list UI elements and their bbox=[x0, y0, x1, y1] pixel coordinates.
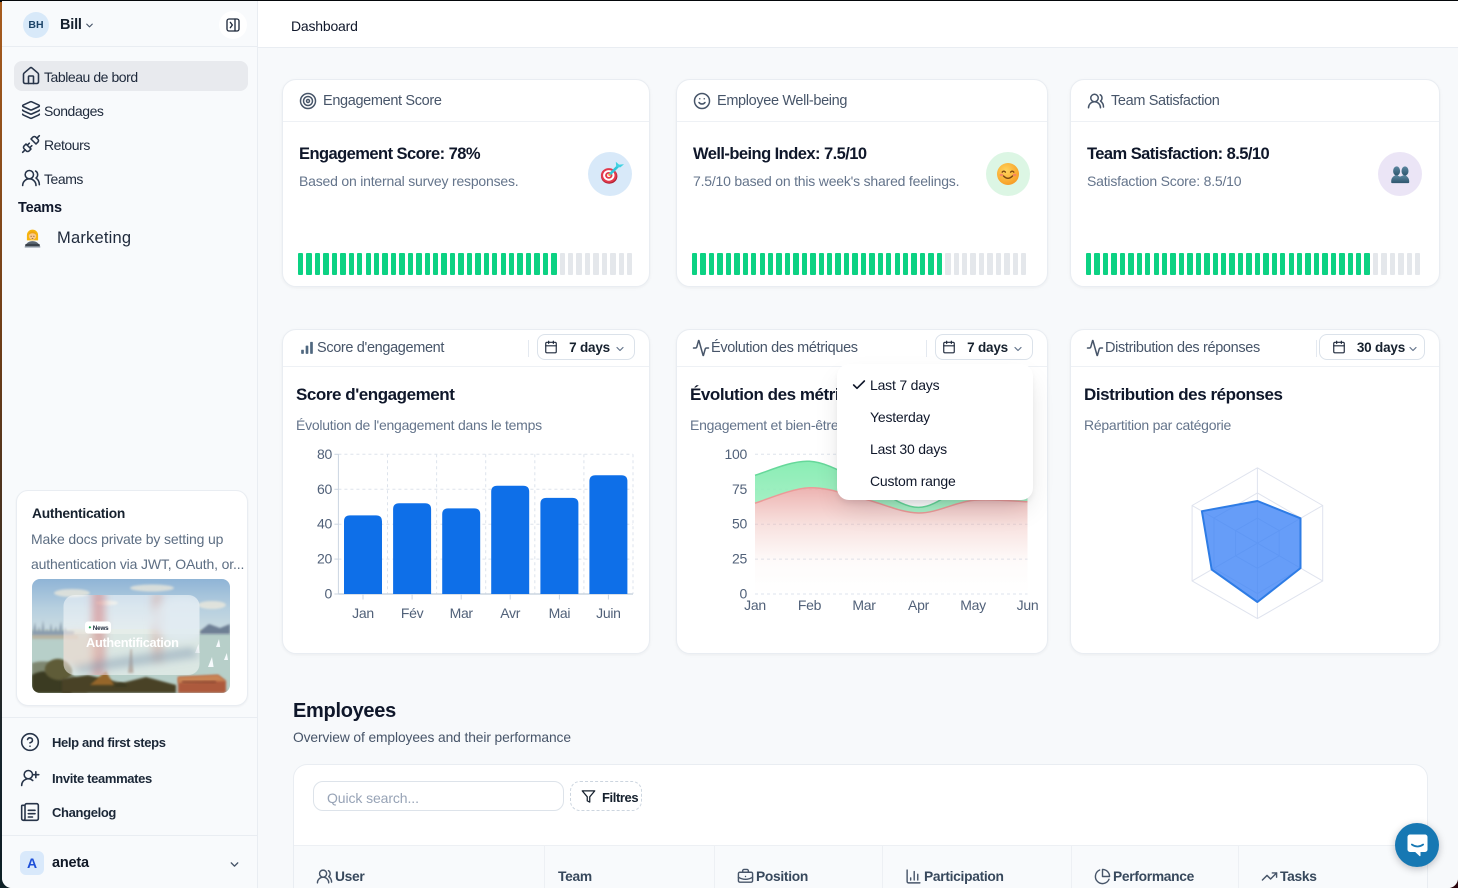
svg-text:25: 25 bbox=[732, 551, 747, 567]
svg-text:0: 0 bbox=[740, 586, 748, 602]
svg-text:Avr: Avr bbox=[500, 605, 520, 621]
svg-text:Juin: Juin bbox=[596, 605, 620, 621]
svg-text:20: 20 bbox=[317, 551, 332, 567]
svg-text:50: 50 bbox=[732, 516, 747, 532]
svg-text:80: 80 bbox=[317, 446, 332, 462]
svg-text:Jan: Jan bbox=[352, 605, 374, 621]
svg-text:Mar: Mar bbox=[852, 597, 876, 613]
svg-text:Feb: Feb bbox=[798, 597, 822, 613]
svg-text:75: 75 bbox=[732, 481, 747, 497]
svg-text:Apr: Apr bbox=[908, 597, 930, 613]
svg-text:40: 40 bbox=[317, 516, 332, 532]
svg-text:0: 0 bbox=[325, 586, 333, 602]
svg-text:Jun: Jun bbox=[1017, 597, 1039, 613]
svg-text:Fév: Fév bbox=[401, 605, 424, 621]
svg-text:Authentification: Authentification bbox=[86, 635, 179, 650]
svg-text:News: News bbox=[93, 625, 109, 632]
svg-text:Mai: Mai bbox=[549, 605, 571, 621]
svg-text:100: 100 bbox=[725, 446, 748, 462]
svg-text:60: 60 bbox=[317, 481, 332, 497]
svg-text:May: May bbox=[960, 597, 986, 613]
svg-text:Jan: Jan bbox=[744, 597, 766, 613]
svg-text:Mar: Mar bbox=[450, 605, 474, 621]
